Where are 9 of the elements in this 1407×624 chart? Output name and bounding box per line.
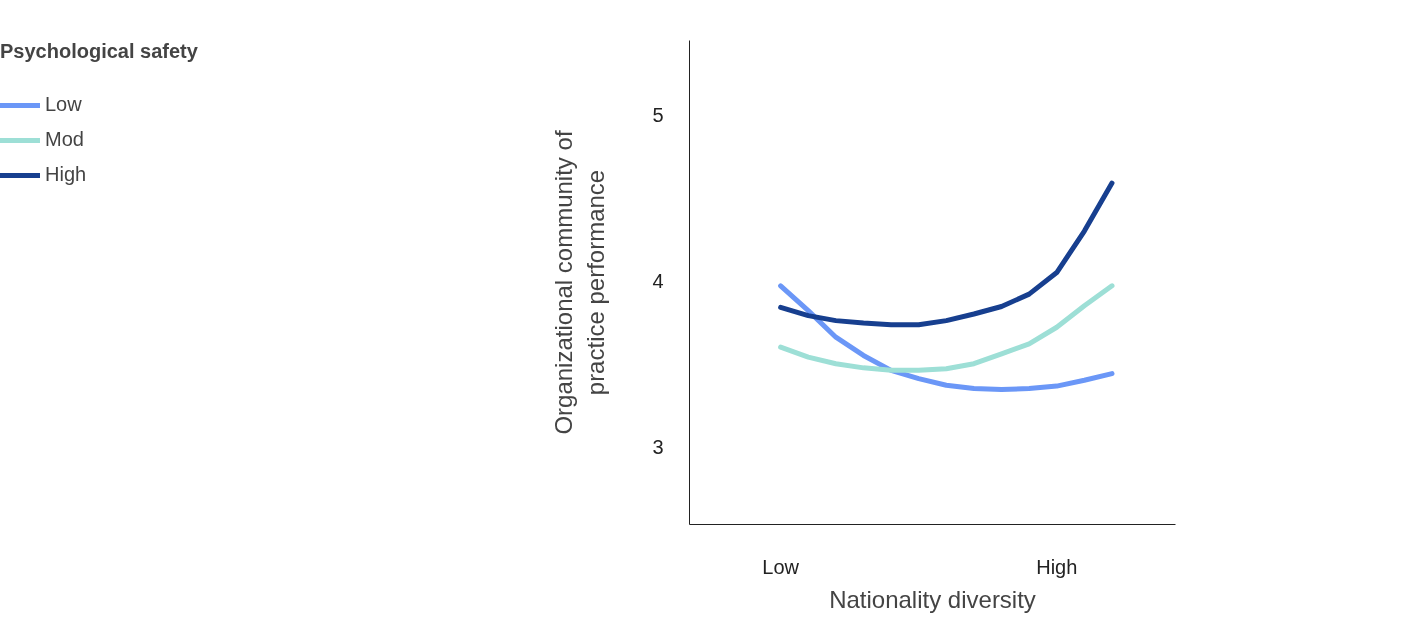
y-tick-label: 3 [652,435,664,458]
y-tick-label: 4 [652,269,664,292]
y-axis-title: Organizational community of practice performance [549,130,610,435]
legend-label: Mod [45,128,84,151]
x-axis-title: Nationality diversity [829,585,1036,613]
legend-title: Psychological safety [0,40,198,63]
legend-label: Low [45,93,82,116]
legend-label: High [45,163,87,186]
y-tick-label: 5 [652,104,664,127]
